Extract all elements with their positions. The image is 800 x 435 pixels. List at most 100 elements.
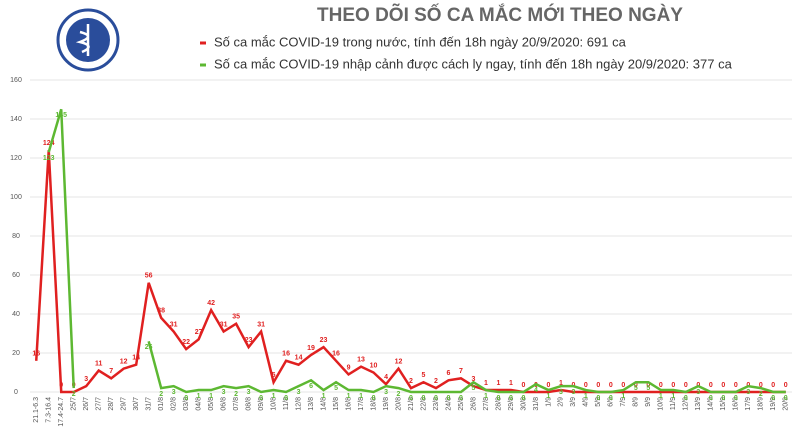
value-label: 145 — [55, 112, 67, 119]
y-tick-label: 100 — [10, 194, 22, 201]
value-label: 1 — [209, 393, 213, 400]
x-tick-label: 26/8 — [470, 397, 477, 411]
value-label: 0 — [596, 395, 600, 402]
value-label: 2 — [234, 391, 238, 398]
x-tick-label: 14/9 — [708, 397, 715, 411]
value-label: 0 — [721, 395, 725, 402]
value-label: 1 — [484, 393, 488, 400]
value-label: 4 — [384, 374, 388, 381]
value-label: 0 — [459, 395, 463, 402]
value-label: 16 — [32, 351, 40, 358]
x-tick-label: 27/7 — [96, 397, 103, 411]
value-label: 3 — [696, 389, 700, 396]
value-label: 0 — [709, 382, 713, 389]
value-label: 14 — [132, 355, 140, 362]
value-label: 3 — [297, 389, 301, 396]
x-tick-label: 07/8 — [233, 397, 240, 411]
x-tick-label: 19/8 — [383, 397, 390, 411]
value-label: 3 — [84, 376, 88, 383]
value-label: 31 — [257, 321, 265, 328]
value-label: 42 — [207, 300, 215, 307]
value-label: 12 — [395, 358, 403, 365]
value-label: 13 — [357, 356, 365, 363]
value-label: 7 — [459, 368, 463, 375]
x-tick-label: 18/8 — [370, 397, 377, 411]
value-label: 5 — [646, 385, 650, 392]
value-label: 3 — [746, 389, 750, 396]
value-label: 0 — [671, 382, 675, 389]
value-label: 7 — [109, 368, 113, 375]
value-label: 5 — [634, 385, 638, 392]
value-label: 2 — [397, 391, 401, 398]
value-label: 0 — [609, 382, 613, 389]
series-line — [47, 108, 786, 394]
x-tick-label: 25/7 — [71, 397, 78, 411]
value-label: 3 — [247, 389, 251, 396]
value-label: 2 — [759, 391, 763, 398]
value-label: 14 — [295, 355, 303, 362]
value-label: 1 — [584, 393, 588, 400]
value-label: 10 — [370, 362, 378, 369]
x-tick-label: 15/8 — [333, 397, 340, 411]
series-line — [34, 150, 786, 394]
value-label: 0 — [771, 382, 775, 389]
value-label: 3 — [172, 389, 176, 396]
value-label: 6 — [447, 370, 451, 377]
x-tick-label: 14/8 — [320, 397, 327, 411]
x-tick-label: 05/8 — [208, 397, 215, 411]
value-label: 0 — [646, 382, 650, 389]
value-label: 3 — [559, 389, 563, 396]
x-tick-label: 28/7 — [108, 397, 115, 411]
x-tick-label: 30/8 — [520, 397, 527, 411]
x-tick-label: 13/8 — [308, 397, 315, 411]
x-tick-label: 9/9 — [645, 397, 652, 407]
value-label: 0 — [521, 395, 525, 402]
value-label: 12 — [120, 358, 128, 365]
value-label: 0 — [521, 382, 525, 389]
value-label: 5 — [272, 372, 276, 379]
value-label: 0 — [184, 395, 188, 402]
value-label: 0 — [734, 382, 738, 389]
x-tick-label: 5/9 — [595, 397, 602, 407]
x-tick-label: 10/8 — [270, 397, 277, 411]
value-label: 27 — [195, 329, 203, 336]
x-tick-label: 23/8 — [433, 397, 440, 411]
x-tick-label: 11/8 — [283, 397, 290, 410]
value-label: 9 — [347, 364, 351, 371]
x-tick-label: 26/7 — [83, 397, 90, 411]
y-tick-label: 140 — [10, 116, 22, 123]
value-label: 5 — [422, 372, 426, 379]
value-label: 1 — [322, 393, 326, 400]
value-label: 1 — [347, 393, 351, 400]
value-label: 2 — [409, 378, 413, 385]
y-tick-label: 0 — [14, 389, 18, 396]
value-label: 23 — [320, 337, 328, 344]
x-tick-label: 8/9 — [633, 397, 640, 407]
value-label: 0 — [496, 395, 500, 402]
x-tick-label: 20/9 — [783, 397, 790, 411]
value-label: 1 — [659, 393, 663, 400]
value-label: 0 — [447, 395, 451, 402]
value-label: 0 — [596, 382, 600, 389]
x-tick-label: 12/9 — [683, 397, 690, 411]
x-tick-label: 1/9 — [545, 397, 552, 407]
x-tick-label: 3/9 — [570, 397, 577, 407]
x-tick-label: 16/8 — [345, 397, 352, 411]
value-label: 0 — [284, 395, 288, 402]
x-tick-label: 17.4-24.7 — [58, 397, 65, 427]
y-tick-label: 40 — [12, 311, 20, 318]
value-label: 35 — [232, 314, 240, 321]
y-tick-label: 60 — [12, 272, 20, 279]
value-label: 31 — [170, 321, 178, 328]
x-tick-label: 29/7 — [121, 397, 128, 411]
value-label: 0 — [409, 395, 413, 402]
value-label: 0 — [734, 395, 738, 402]
value-label: 26 — [145, 344, 153, 351]
value-label: 19 — [307, 345, 315, 352]
value-label: 0 — [684, 382, 688, 389]
x-tick-label: 28/8 — [495, 397, 502, 411]
value-label: 1 — [546, 393, 550, 400]
value-label: 1 — [197, 393, 201, 400]
x-tick-label: 18/9 — [758, 397, 765, 411]
